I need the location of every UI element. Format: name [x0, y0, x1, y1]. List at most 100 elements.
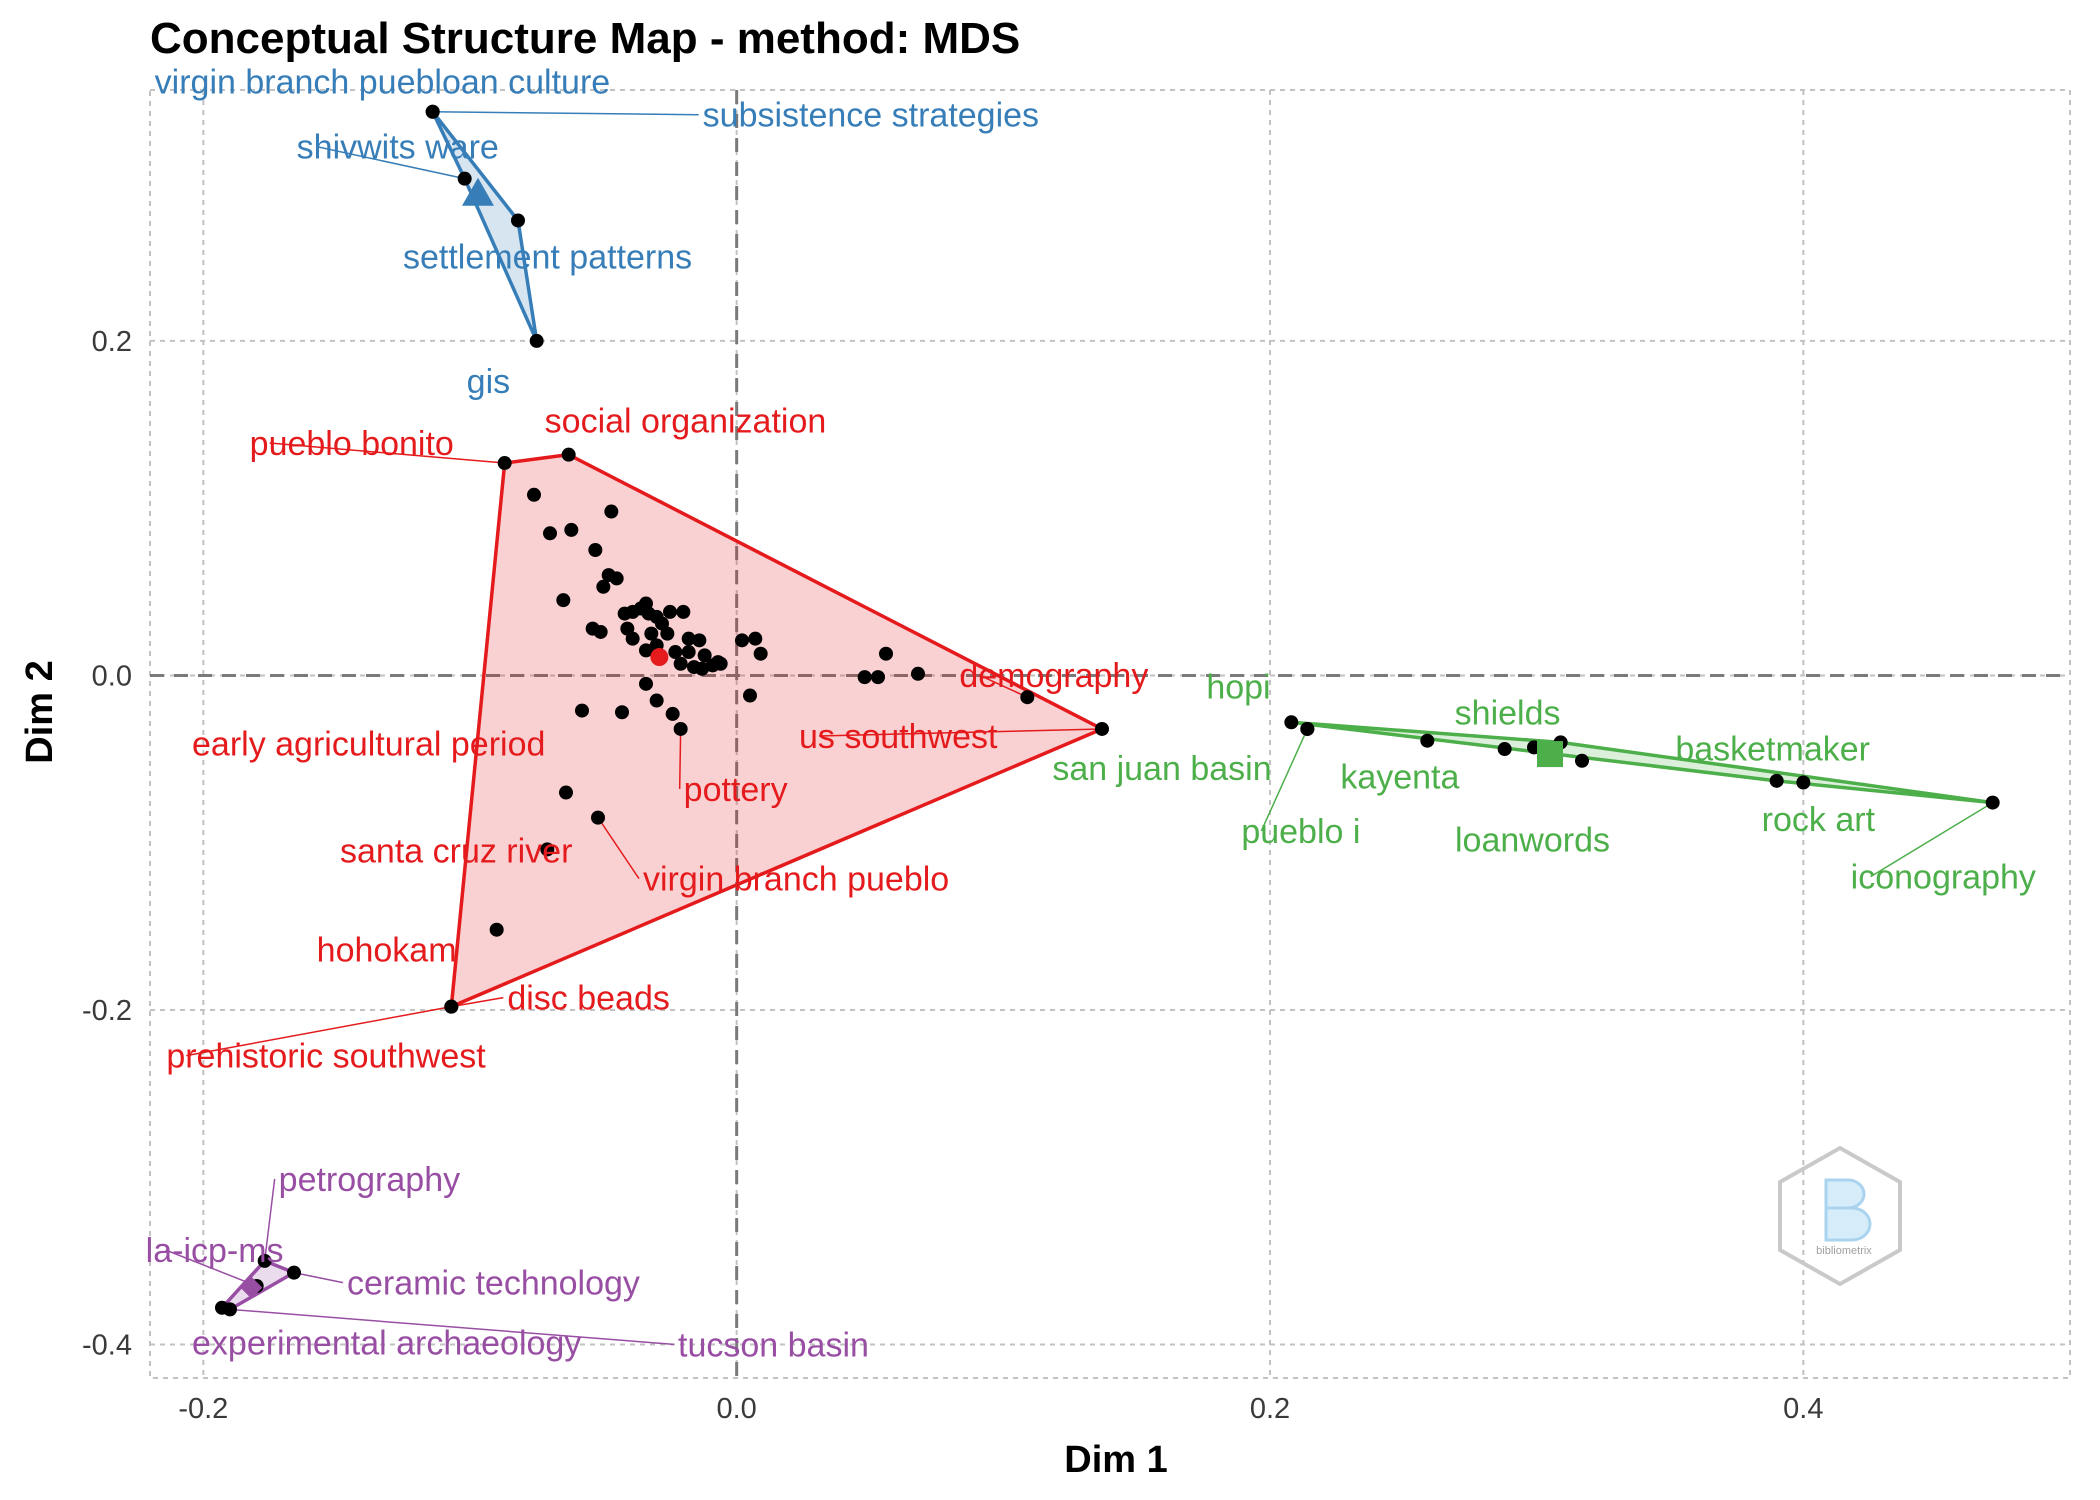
point-label-tucson-basin: tucson basin	[678, 1326, 869, 1364]
point-label-us-southwest: us southwest	[799, 718, 998, 756]
data-point-us-southwest	[1095, 721, 1109, 736]
data-point-pueblo-bonito	[497, 456, 512, 471]
data-point-demography	[1020, 690, 1035, 705]
cluster-hulls	[220, 109, 1995, 1312]
data-point	[857, 670, 872, 685]
point-label-rock-art: rock art	[1762, 801, 1876, 839]
leader-line-petrography	[263, 1178, 276, 1261]
leader-line-shivwits-ware	[316, 145, 465, 180]
cluster-centroid	[462, 177, 494, 206]
point-label-hopi: hopi	[1206, 668, 1270, 706]
point-label-early-agricultural-period: early agricultural period	[192, 725, 545, 763]
point-label-social-organization: social organization	[545, 403, 827, 441]
point-label-san-juan-basin: san juan basin	[1052, 750, 1271, 788]
data-point	[639, 643, 653, 658]
leader-line-tucson-basin	[229, 1308, 675, 1346]
leader-line-disc-beads	[451, 996, 504, 1008]
y-tick-label: 0.2	[92, 326, 132, 358]
x-tick-label: 0.4	[1783, 1393, 1823, 1425]
y-tick-label: -0.2	[82, 995, 132, 1027]
point-label-gis: gis	[467, 363, 510, 401]
data-point-subsistence-strategies	[425, 104, 440, 119]
point-label-petrography: petrography	[279, 1161, 460, 1199]
data-point	[871, 670, 885, 685]
data-point-ceramic-technology	[287, 1265, 301, 1280]
data-point	[743, 688, 757, 703]
data-point	[668, 645, 683, 660]
data-point-iconography	[1985, 795, 2000, 810]
x-tick-label: 0.0	[717, 1393, 757, 1425]
logo-label: bibliometrix	[1816, 1245, 1872, 1257]
point-label-ceramic-technology: ceramic technology	[347, 1265, 640, 1303]
data-point-hohokam	[489, 922, 504, 937]
data-point	[879, 646, 893, 661]
x-tick-label: 0.2	[1250, 1393, 1290, 1425]
data-point	[596, 579, 611, 594]
data-point	[609, 571, 624, 586]
data-point	[663, 604, 677, 619]
data-point	[543, 526, 557, 541]
data-point-gis	[529, 333, 544, 348]
data-point	[556, 593, 571, 608]
point-label-virgin-branch-pueblo: virgin branch pueblo	[643, 861, 949, 899]
data-point	[660, 626, 675, 641]
leader-line-pottery	[678, 728, 682, 789]
data-point-virgin-branch-pueblo	[591, 810, 605, 825]
bibliometrix-logo: bibliometrix	[1778, 1145, 1902, 1287]
point-label-pueblo-i: pueblo i	[1241, 813, 1360, 851]
data-point	[695, 661, 709, 676]
data-point-early-agricultural-period	[615, 705, 629, 720]
data-point-santa-cruz-river	[559, 785, 573, 800]
label-leader-lines	[165, 110, 1994, 1346]
leader-line-la-icp-ms	[165, 1249, 257, 1287]
data-point	[692, 633, 707, 648]
data-point	[713, 656, 728, 671]
x-axis-label: Dim 1	[1064, 1439, 1167, 1481]
point-label-pottery: pottery	[684, 771, 788, 809]
point-label-subsistence-strategies: subsistence strategies	[703, 97, 1039, 135]
data-point	[649, 693, 664, 708]
data-points	[215, 104, 2000, 1317]
data-point	[753, 646, 768, 661]
logo-b-mark	[1824, 1178, 1872, 1242]
data-point	[564, 522, 579, 537]
data-point	[748, 631, 763, 646]
data-point	[585, 621, 600, 636]
point-label-shivwits-ware: shivwits ware	[297, 129, 499, 167]
data-point-tucson-basin	[223, 1302, 237, 1317]
point-label-prehistoric-southwest: prehistoric southwest	[166, 1038, 486, 1076]
tick-labels: -0.2 0.0 0.2 0.4 0.2 0.0 -0.2 -0.4	[82, 326, 1823, 1425]
leader-line-virgin-branch-pueblo	[597, 817, 640, 880]
point-label-disc-beads: disc beads	[507, 980, 670, 1018]
cluster-centroid	[650, 648, 669, 667]
point-label-pueblo-bonito: pueblo bonito	[250, 425, 454, 463]
point-label-basketmaker: basketmaker	[1675, 731, 1870, 769]
data-point	[644, 626, 659, 641]
data-point-hopi	[1284, 715, 1299, 730]
data-point-pottery	[673, 721, 688, 736]
data-point-basketmaker	[1796, 775, 1811, 790]
data-point	[665, 706, 680, 721]
point-label-la-icp-ms: la-icp-ms	[146, 1232, 284, 1270]
data-point	[911, 666, 925, 681]
leader-line-pueblo-i	[1260, 728, 1309, 832]
data-point	[735, 633, 749, 648]
data-point	[676, 604, 691, 619]
data-point	[697, 648, 712, 663]
cluster-centroid	[240, 1276, 263, 1299]
cluster-centroids	[240, 177, 1563, 1299]
point-label-demography: demography	[959, 657, 1148, 695]
grid-lines	[149, 89, 2071, 1379]
data-point-social-organization	[561, 447, 576, 462]
y-tick-label: 0.0	[92, 660, 132, 692]
leader-line-us-southwest	[818, 728, 1103, 737]
data-point	[681, 645, 696, 660]
data-point-rock-art	[1769, 773, 1784, 788]
data-point	[681, 631, 696, 646]
leader-line-subsistence-strategies	[432, 110, 699, 116]
point-label-santa-cruz-river: santa cruz river	[340, 833, 572, 871]
data-point	[625, 631, 640, 646]
point-label-iconography: iconography	[1851, 859, 2036, 897]
data-point	[588, 543, 603, 557]
